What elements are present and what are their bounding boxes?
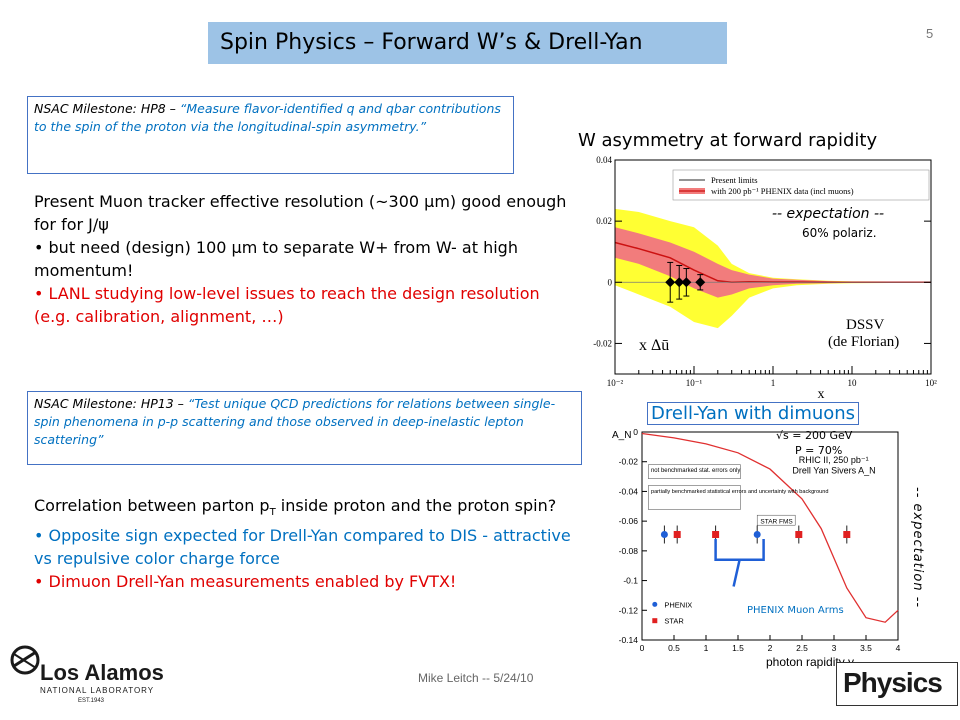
- w-asymmetry-chart: 0.04 0.02 0 -0.02 10⁻² 10⁻¹ 1 10 10² x x Δū Present…: [593, 155, 937, 402]
- legend-label-present: Present limits: [711, 175, 758, 185]
- y-tick-label: -0.02: [619, 457, 639, 467]
- dy-expectation-vertical: -- expectation --: [910, 487, 925, 609]
- phenix-point: [660, 531, 668, 539]
- x-axis-label: photon rapidity y: [766, 655, 854, 669]
- plot-frame: [641, 431, 899, 641]
- y-tick-label: -0.08: [619, 546, 639, 556]
- w-asymmetry-heading: W asymmetry at forward rapidity: [578, 130, 878, 151]
- partially-benchmarked-box: [648, 485, 741, 510]
- milestone-hp13-label: NSAC Milestone: HP13 –: [34, 396, 188, 411]
- star-fms-label: STAR FMS: [760, 518, 793, 525]
- dssv-label: DSSV: [846, 317, 885, 333]
- legend-box: [672, 169, 930, 201]
- drell-yan-text: Correlation between parton pT inside pro…: [34, 494, 574, 593]
- resolution-text: Present Muon tracker effective resolutio…: [34, 190, 569, 328]
- y-tick-label: -0.12: [619, 605, 639, 615]
- milestone-hp8-label: NSAC Milestone: HP8 –: [34, 101, 180, 116]
- drell-yan-chart: 0-0.02-0.04-0.06-0.08-0.1-0.12-0.140 0.5 1…: [612, 427, 901, 669]
- star-point: [712, 531, 720, 539]
- star-point: [673, 531, 681, 539]
- x-axis-label: x: [818, 387, 825, 402]
- lanl-emblem-icon: [10, 645, 40, 675]
- milestone-hp13-quote: “Test unique QCD predictions for relatio…: [34, 396, 556, 447]
- legend-label-phenix: with 200 pb⁻¹ PHENIX data (incl muons): [711, 186, 854, 196]
- y-tick-label: -0.06: [619, 516, 639, 526]
- resolution-bullet-design: • but need (design) 100 μm to separate W…: [34, 238, 518, 280]
- w-expectation-label: -- expectation --: [772, 206, 885, 222]
- x-tick-label: 10⁻¹: [686, 378, 703, 388]
- lanl-name: Los Alamos: [40, 660, 164, 685]
- de-florian-label: (de Florian): [828, 334, 899, 350]
- x-tick-label: 3: [832, 643, 837, 653]
- fvtx-bullet: • Dimuon Drell-Yan measurements enabled …: [34, 572, 457, 592]
- y-tick-label: 0: [608, 277, 613, 287]
- x-tick-label: 3.5: [860, 643, 872, 653]
- x-tick-label: 4: [896, 643, 901, 653]
- y-tick-label: -0.04: [619, 486, 639, 496]
- not-benchmarked-label: not benchmarked stat. errors only: [651, 468, 740, 474]
- y-tick-label: -0.1: [623, 576, 638, 586]
- milestone-hp8-box: NSAC Milestone: HP8 – “Measure flavor-id…: [27, 96, 514, 174]
- slide-title: Spin Physics – Forward W’s & Drell-Yan: [208, 22, 727, 64]
- w-polarization-label: 60% polariz.: [802, 226, 877, 240]
- phenix-projection-band: [615, 227, 931, 298]
- y-tick-label: 0: [633, 427, 638, 437]
- y-tick-label: -0.02: [593, 338, 612, 348]
- lanl-subtitle: NATIONAL LABORATORY: [40, 686, 155, 695]
- x-tick-label: 1.5: [732, 643, 744, 653]
- projected-data-point: [681, 277, 692, 288]
- resolution-intro: Present Muon tracker effective resolutio…: [34, 192, 567, 234]
- phenix-point: [753, 531, 761, 539]
- not-benchmarked-box: [648, 464, 741, 479]
- x-tick-label: 0: [640, 643, 645, 653]
- x-tick-label: 10: [848, 378, 858, 388]
- y-tick-label: 0.04: [596, 155, 612, 165]
- drell-yan-heading: Drell-Yan with dimuons: [647, 402, 860, 425]
- milestone-hp8-quote: “Measure flavor-identified q and qbar co…: [34, 101, 501, 134]
- x-tick-label: 10⁻²: [607, 378, 624, 388]
- projected-data-point: [695, 277, 706, 288]
- dy-energy-label: √s = 200 GeV: [776, 429, 853, 442]
- legend-phenix-label: PHENIX: [664, 600, 692, 609]
- x-tick-label: 2.5: [796, 643, 808, 653]
- y-tick-label: -0.14: [619, 635, 639, 645]
- slide-number: 5: [926, 26, 934, 41]
- x-tick-label: 0.5: [668, 643, 680, 653]
- legend-phenix-marker: [652, 601, 658, 607]
- projected-data-point: [674, 277, 685, 288]
- sivers-theory-curve: [641, 432, 899, 623]
- physics-logo: Physics: [836, 662, 958, 706]
- star-point: [795, 531, 803, 539]
- muon-arms-bracket: [714, 538, 765, 587]
- correlation-question: Correlation between parton pT inside pro…: [34, 496, 557, 519]
- projected-data-point: [665, 277, 676, 288]
- drell-yan-sivers-label: Drell Yan Sivers A_N: [792, 466, 875, 476]
- muon-arms-label: PHENIX Muon Arms: [747, 605, 844, 616]
- rhic-label: RHIC II, 250 pb⁻¹: [799, 455, 869, 465]
- y-axis-label: x Δū: [639, 337, 669, 354]
- y-tick-label: 0.02: [596, 216, 612, 226]
- partially-benchmarked-label: partially benchmarked statistical errors…: [651, 489, 829, 495]
- milestone-hp13-box: NSAC Milestone: HP13 – “Test unique QCD …: [27, 391, 582, 465]
- x-tick-label: 1: [771, 378, 776, 388]
- los-alamos-logo: Los Alamos NATIONAL LABORATORY EST.1943: [8, 640, 168, 710]
- legend-star-label: STAR: [664, 617, 684, 626]
- x-tick-label: 1: [704, 643, 709, 653]
- resolution-bullet-lanl: • LANL studying low-level issues to reac…: [34, 284, 540, 326]
- opposite-sign-bullet: • Opposite sign expected for Drell-Yan c…: [34, 526, 571, 569]
- slide-footer: Mike Leitch -- 5/24/10: [418, 671, 534, 685]
- y-axis-label: A_N: [612, 430, 631, 441]
- lanl-established: EST.1943: [78, 698, 105, 704]
- star-point: [843, 531, 851, 539]
- star-fms-box: [756, 514, 796, 526]
- x-tick-label: 10²: [925, 378, 937, 388]
- dy-pol-label: P = 70%: [795, 444, 843, 457]
- x-tick-label: 2: [768, 643, 773, 653]
- legend-star-marker: [652, 618, 658, 624]
- present-limits-band: [615, 208, 931, 329]
